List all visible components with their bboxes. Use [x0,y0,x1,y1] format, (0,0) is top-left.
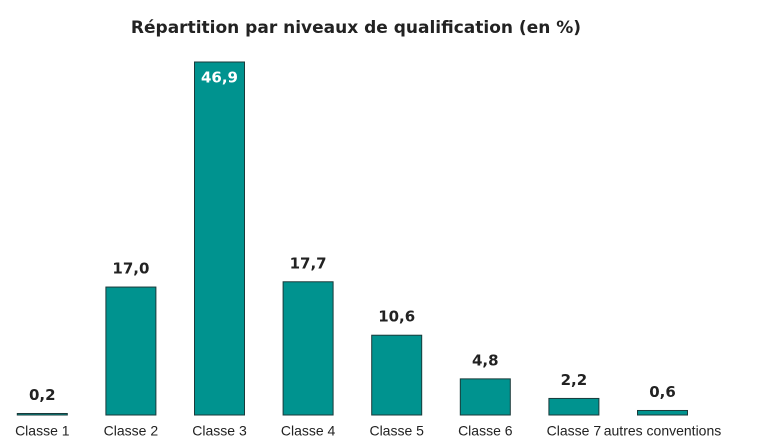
bar [105,286,157,416]
value-label: 0,2 [29,386,56,404]
x-tick-label: Classe 5 [369,423,424,439]
x-tick-label: Classe 2 [104,423,159,439]
x-tick-label: Classe 7 [547,423,602,439]
bar [637,409,688,416]
bar [459,378,511,416]
value-label: 4,8 [472,351,499,369]
bar [371,334,423,416]
x-tick-label: Classe 6 [458,423,513,439]
bar [16,412,68,416]
bar [548,397,600,416]
value-label: 46,9 [201,69,238,87]
bar [282,281,334,416]
value-label: 17,7 [290,254,327,272]
value-label: 10,6 [378,308,415,326]
value-label: 17,0 [112,260,149,278]
x-tick-label: Classe 3 [192,423,247,439]
x-tick-label: Classe 4 [281,423,336,439]
value-label: 0,6 [649,383,676,401]
bar [194,61,245,416]
value-label: 2,2 [561,371,588,389]
x-tick-label: autres conventions [604,423,722,439]
chart-title: Répartition par niveaux de qualification… [131,18,581,38]
x-tick-label: Classe 1 [15,423,70,439]
